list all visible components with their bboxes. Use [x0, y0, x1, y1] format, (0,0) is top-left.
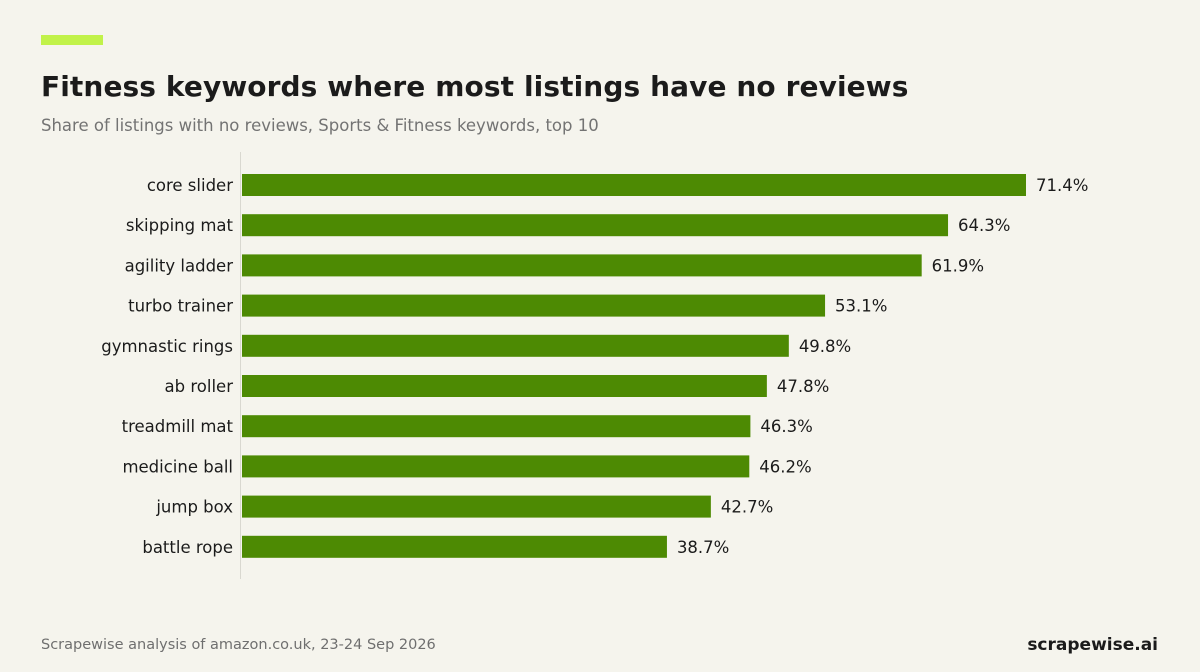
category-label: turbo trainer	[128, 297, 233, 316]
category-label: battle rope	[142, 538, 233, 557]
bar	[242, 174, 1026, 196]
value-label: 53.1%	[835, 297, 887, 316]
category-label: core slider	[147, 176, 233, 195]
brand-logo: scrapewise.ai	[1027, 635, 1158, 655]
bar-chart: core slider 71.4% skipping mat 64.3% agility…	[101, 152, 1088, 579]
category-label: medicine ball	[122, 457, 233, 476]
bar	[242, 455, 750, 478]
value-label: 47.8%	[777, 377, 829, 396]
category-label: skipping mat	[126, 216, 234, 235]
source-note: Scrapewise analysis of amazon.co.uk, 23-…	[41, 637, 436, 653]
value-label: 46.2%	[759, 457, 811, 476]
bar	[242, 375, 767, 397]
chart-title: Fitness keywords where most listings hav…	[41, 70, 909, 103]
category-label: gymnastic rings	[101, 337, 233, 356]
accent-bar	[41, 35, 103, 45]
value-label: 49.8%	[799, 337, 851, 356]
value-label: 46.3%	[760, 417, 812, 436]
category-label: ab roller	[165, 377, 234, 396]
bar	[242, 214, 949, 237]
value-label: 71.4%	[1036, 176, 1088, 195]
bar	[242, 294, 826, 317]
bar	[242, 334, 789, 357]
chart-subtitle: Share of listings with no reviews, Sport…	[41, 116, 599, 135]
category-label: agility ladder	[125, 256, 234, 275]
category-label: jump box	[155, 498, 233, 517]
value-label: 42.7%	[721, 498, 773, 517]
value-label: 64.3%	[958, 216, 1010, 235]
bar	[242, 415, 751, 438]
value-label: 61.9%	[932, 256, 984, 275]
value-label: 38.7%	[677, 538, 729, 557]
category-label: treadmill mat	[122, 417, 234, 436]
bar	[242, 495, 711, 518]
bar	[242, 535, 667, 558]
bar	[242, 254, 922, 277]
